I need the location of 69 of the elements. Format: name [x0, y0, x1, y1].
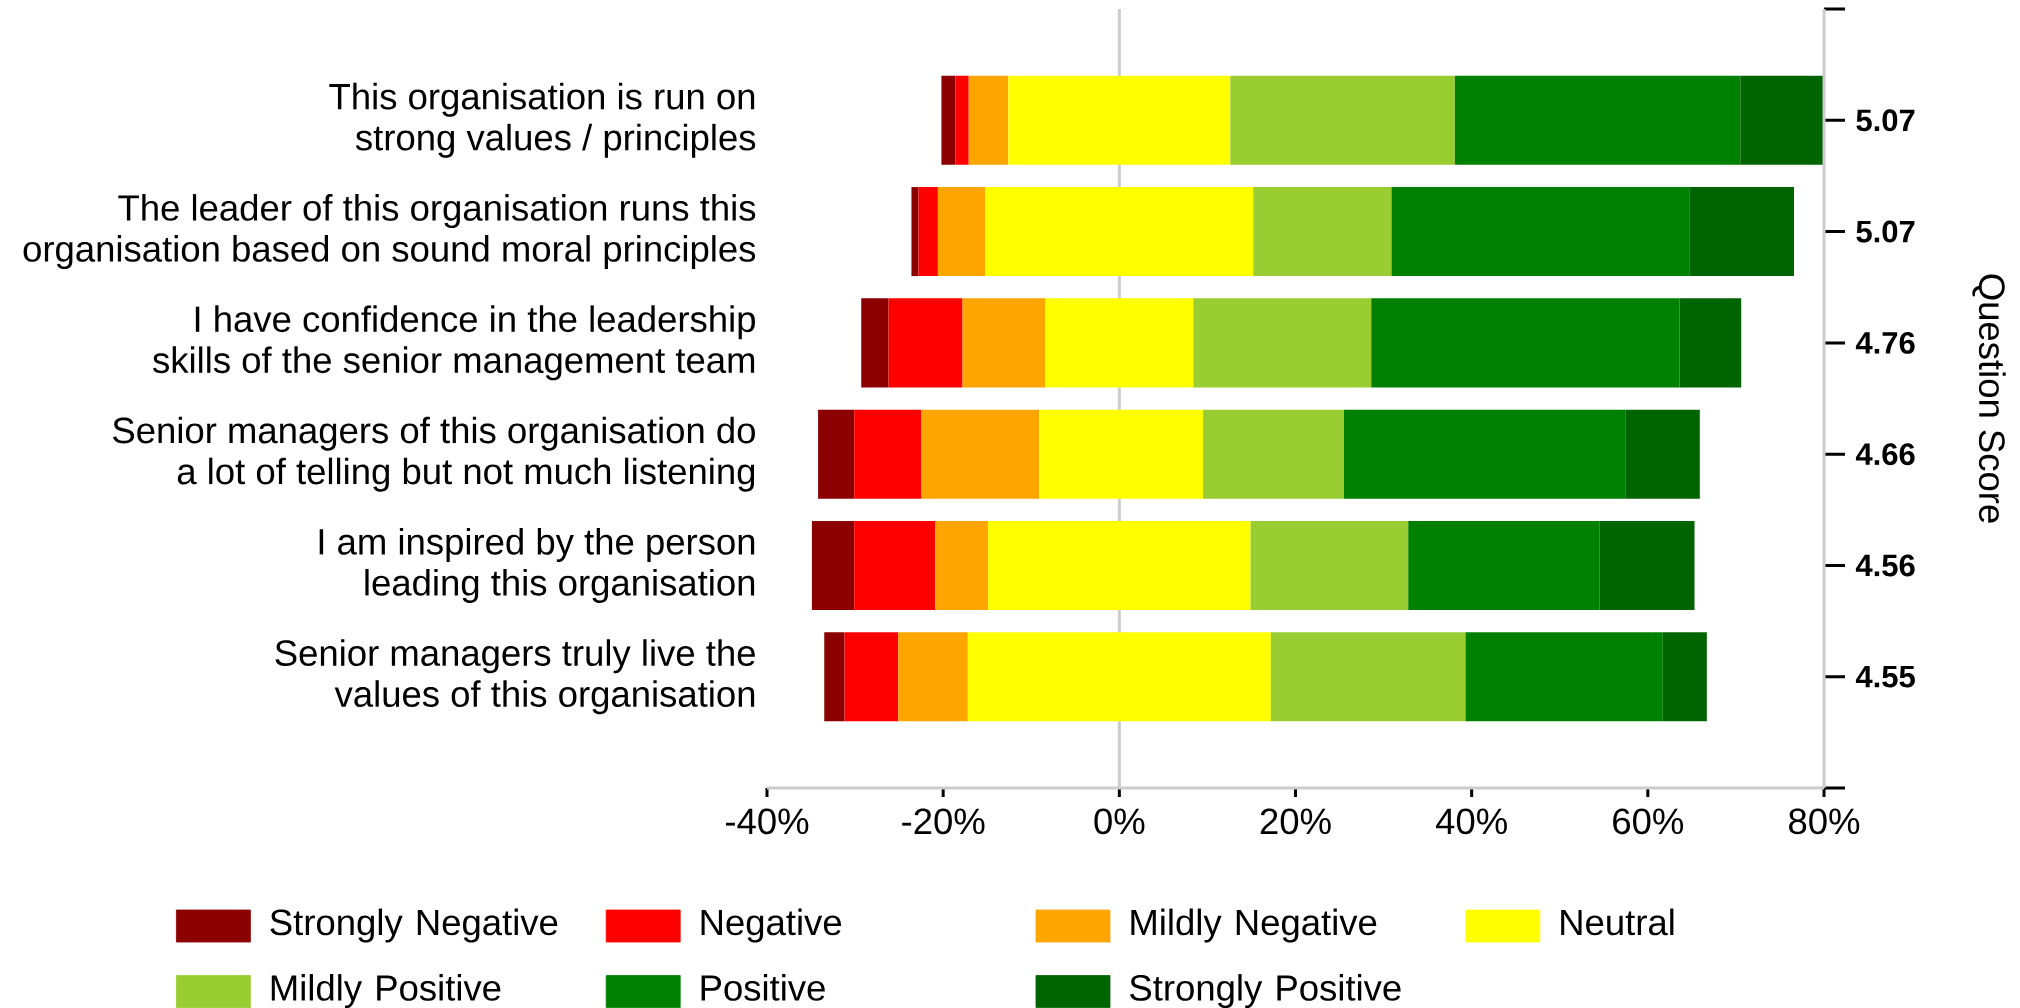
- y2-tick-label: 4.66: [1855, 443, 1915, 466]
- bar: [1230, 75, 1455, 165]
- legend-label: Strongly Positive: [1130, 974, 1401, 1008]
- x-tick-label: -20%: [902, 808, 985, 835]
- legend-label: Positive: [701, 974, 825, 1001]
- bar: [824, 632, 845, 722]
- bar: [1599, 520, 1695, 610]
- bar: [941, 75, 956, 165]
- bar: [1371, 298, 1680, 388]
- bar: [918, 187, 938, 277]
- legend-label: Strongly Negative: [270, 908, 558, 943]
- y2-tick-label: 5.07: [1856, 220, 1915, 243]
- bar: [1250, 520, 1409, 610]
- bar: [1045, 298, 1194, 388]
- x-tick-label: 20%: [1260, 808, 1331, 835]
- legend-label: Neutral: [1561, 908, 1674, 936]
- legend-label: Negative: [701, 908, 842, 943]
- bar: [1343, 409, 1626, 499]
- y-tick-label: Senior managers truly live the values of this organisation: [275, 639, 755, 715]
- y-tick-label: I have confidence in the leadership skills of the senior management team: [153, 305, 755, 381]
- bar: [985, 187, 1254, 277]
- y-tick-label: Senior managers of this organisation do a lot of telling but not much listening: [113, 416, 755, 492]
- bar: [911, 187, 919, 277]
- bar: [967, 632, 1271, 722]
- y2-tick-label: 4.56: [1855, 554, 1915, 577]
- legend-label: Mildly Positive: [271, 974, 501, 1008]
- bar: [968, 75, 1009, 165]
- bar: [1689, 187, 1795, 277]
- bar: [921, 409, 1040, 499]
- x-tick-label: 0%: [1094, 808, 1145, 835]
- bar: [1454, 75, 1741, 165]
- bar: [844, 632, 899, 722]
- bar: [818, 409, 855, 499]
- bar: [955, 75, 969, 165]
- y-tick-label: This organisation is run on strong values / principles: [329, 82, 756, 158]
- y-tick-label: I am inspired by the person leading this organisation: [319, 527, 755, 603]
- bar: [1203, 409, 1344, 499]
- bar: [962, 298, 1046, 388]
- x-tick-label: 60%: [1613, 808, 1684, 835]
- x-tick-label: 40%: [1435, 808, 1507, 835]
- bar: [1253, 187, 1392, 277]
- bar: [1625, 409, 1700, 499]
- bar: [1662, 632, 1707, 722]
- bar: [1391, 187, 1690, 277]
- bar: [1193, 298, 1372, 388]
- x-tick-label: -40%: [726, 808, 809, 835]
- bar: [854, 409, 922, 499]
- bar: [1039, 409, 1204, 499]
- bar: [898, 632, 968, 722]
- y2-tick-label: 5.07: [1856, 109, 1915, 132]
- bar: [811, 520, 855, 610]
- bar: [1408, 520, 1600, 610]
- bar: [1740, 75, 1824, 165]
- bar: [988, 520, 1251, 610]
- bar: [1465, 632, 1663, 722]
- y2-tick-label: 4.55: [1855, 665, 1915, 688]
- bar: [1270, 632, 1466, 722]
- bar: [937, 187, 986, 277]
- y2-axis-title: Question Score: [1972, 274, 2006, 523]
- bar: [935, 520, 989, 610]
- y2-tick-label: 4.76: [1855, 331, 1915, 354]
- bar: [1679, 298, 1742, 388]
- y-tick-label: The leader of this organisation runs this organisation based on sound moral principles: [23, 194, 756, 270]
- bar: [854, 520, 936, 610]
- x-tick-label: 80%: [1789, 808, 1860, 835]
- legend-label: Mildly Negative: [1131, 908, 1377, 943]
- bar: [1008, 75, 1231, 165]
- bar: [861, 298, 889, 388]
- bar: [888, 298, 963, 388]
